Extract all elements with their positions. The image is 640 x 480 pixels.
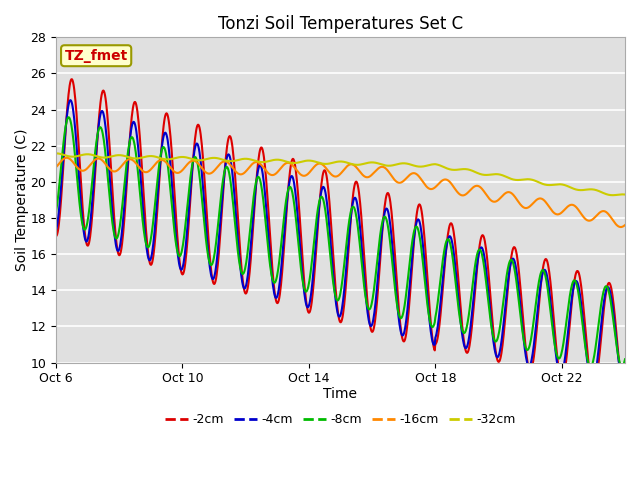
Legend: -2cm, -4cm, -8cm, -16cm, -32cm: -2cm, -4cm, -8cm, -16cm, -32cm bbox=[160, 408, 521, 431]
Y-axis label: Soil Temperature (C): Soil Temperature (C) bbox=[15, 129, 29, 271]
X-axis label: Time: Time bbox=[323, 387, 358, 401]
Text: TZ_fmet: TZ_fmet bbox=[65, 48, 128, 63]
Title: Tonzi Soil Temperatures Set C: Tonzi Soil Temperatures Set C bbox=[218, 15, 463, 33]
